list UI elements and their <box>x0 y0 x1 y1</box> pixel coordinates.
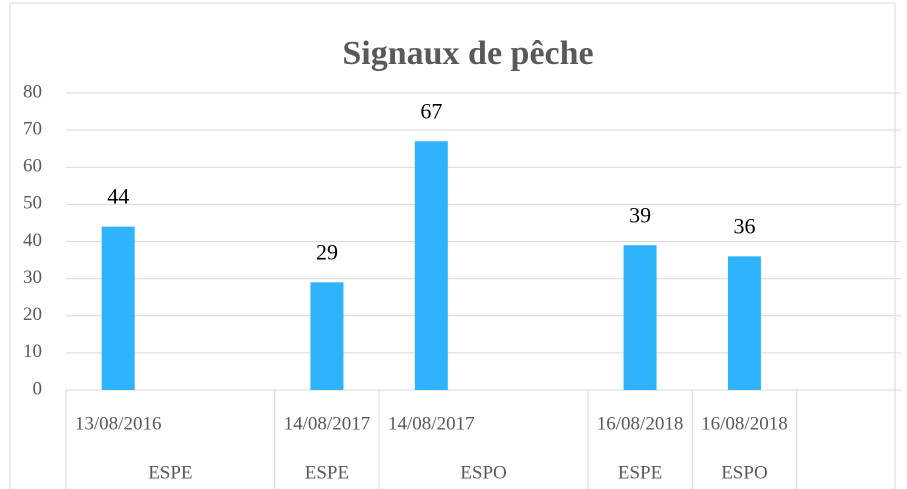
group-label: ESPE <box>305 462 349 483</box>
y-tick-label: 20 <box>23 304 42 325</box>
bar <box>727 256 761 390</box>
x-tick-label: 13/08/2016 <box>75 413 162 434</box>
value-label: 67 <box>420 98 442 123</box>
chart-frame <box>9 2 896 489</box>
group-label: ESPE <box>618 462 662 483</box>
x-tick-label: 14/08/2017 <box>284 413 371 434</box>
x-tick-label: 14/08/2017 <box>388 413 475 434</box>
y-tick-label: 40 <box>23 230 42 251</box>
value-label: 36 <box>733 213 755 238</box>
bar <box>414 141 448 390</box>
value-label: 39 <box>629 202 651 227</box>
bar <box>310 282 344 390</box>
y-tick-label: 60 <box>23 156 42 177</box>
x-tick-label: 16/08/2018 <box>701 413 788 434</box>
group-label: ESPO <box>460 462 506 483</box>
y-tick-label: 70 <box>23 118 42 139</box>
y-tick-label: 80 <box>23 81 42 102</box>
bar <box>623 245 657 390</box>
value-label: 29 <box>316 239 338 264</box>
group-label: ESPO <box>721 462 767 483</box>
y-tick-label: 50 <box>23 193 42 214</box>
value-label: 44 <box>107 184 129 209</box>
x-tick-label: 16/08/2018 <box>597 413 684 434</box>
y-tick-label: 30 <box>23 267 42 288</box>
group-label: ESPE <box>148 462 192 483</box>
bar <box>101 226 135 390</box>
chart-title: Signaux de pêche <box>342 35 593 72</box>
y-tick-label: 0 <box>33 378 43 399</box>
y-tick-label: 10 <box>23 341 42 362</box>
